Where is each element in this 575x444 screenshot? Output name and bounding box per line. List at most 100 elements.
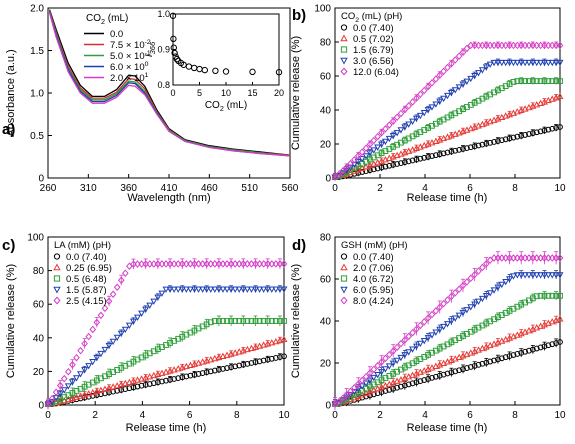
data-point <box>490 287 498 294</box>
y-tick-label: 20 <box>320 140 332 151</box>
series-0 <box>45 353 287 408</box>
x-tick-label: 8 <box>234 410 240 421</box>
data-point <box>440 67 447 76</box>
data-point <box>413 325 420 333</box>
data-point <box>498 137 505 144</box>
y-tick-label: 0 <box>38 174 44 185</box>
data-point <box>448 292 455 301</box>
data-point <box>553 292 560 299</box>
legend-marker <box>340 296 348 305</box>
data-point <box>272 286 280 293</box>
data-point <box>343 163 350 172</box>
data-point <box>513 59 521 67</box>
legend-marker <box>340 57 348 65</box>
data-point <box>146 302 154 309</box>
data-point <box>471 362 478 369</box>
x-tick-label: 2 <box>92 410 98 421</box>
data-point <box>109 290 117 299</box>
data-point <box>366 150 374 157</box>
data-point <box>162 286 170 293</box>
data-point <box>138 375 146 382</box>
data-point <box>556 92 564 99</box>
data-point <box>347 387 354 396</box>
data-point <box>448 59 455 68</box>
data-point <box>498 59 506 67</box>
data-point <box>463 365 470 371</box>
data-point <box>232 363 239 370</box>
legend-title: CO2 (mL) <box>86 13 128 26</box>
y-tick-label: 40 <box>320 106 332 117</box>
data-point <box>370 166 377 173</box>
data-point <box>498 355 505 362</box>
data-point <box>440 371 447 378</box>
legend-label: 4.0 (6.72) <box>353 274 394 285</box>
data-point <box>362 372 370 381</box>
data-point <box>393 130 401 137</box>
data-point <box>552 272 560 279</box>
data-point <box>374 144 382 151</box>
data-point <box>44 400 52 408</box>
data-point <box>97 311 105 320</box>
data-point <box>231 286 239 293</box>
data-point <box>557 78 563 85</box>
series-2 <box>45 315 287 410</box>
data-point <box>506 135 513 142</box>
data-point <box>548 59 556 67</box>
legend-label: 7.5 × 10-2 <box>110 39 151 51</box>
data-point <box>60 387 68 394</box>
data-point <box>354 380 362 388</box>
data-point <box>436 71 444 79</box>
data-point <box>260 286 268 293</box>
x-tick-label: 4 <box>422 410 428 421</box>
data-point <box>405 381 412 388</box>
data-point <box>436 326 444 334</box>
data-point <box>211 286 219 293</box>
data-point <box>482 293 490 300</box>
data-point <box>109 338 117 346</box>
legend-marker <box>53 263 61 271</box>
data-point <box>239 346 247 354</box>
data-point <box>366 369 374 377</box>
data-point <box>223 286 231 293</box>
data-point <box>138 310 146 317</box>
data-point <box>276 336 284 344</box>
data-point <box>545 342 552 349</box>
data-point <box>517 59 525 67</box>
data-point <box>486 61 494 68</box>
legend-label: 12.0 (6.04) <box>353 67 399 78</box>
data-point <box>190 360 198 367</box>
inset-y-tick-label: 0.9 <box>157 45 170 55</box>
data-point <box>235 348 243 355</box>
data-point <box>113 334 121 342</box>
data-point <box>370 147 378 154</box>
data-point <box>126 385 133 392</box>
x-tick-label: 360 <box>120 183 137 194</box>
data-point <box>366 140 374 149</box>
data-point <box>475 142 482 149</box>
legend-label: 0.5 (7.02) <box>353 34 394 45</box>
legend-marker <box>340 24 348 31</box>
data-point <box>219 352 227 359</box>
data-point <box>105 384 113 391</box>
data-point <box>142 374 150 381</box>
data-point <box>506 353 513 360</box>
y-tick-label: 80 <box>320 233 332 244</box>
data-point <box>545 292 552 299</box>
data-point <box>475 70 483 77</box>
data-point <box>397 339 405 348</box>
data-point <box>105 342 113 350</box>
data-point <box>56 391 64 398</box>
data-point <box>77 392 85 399</box>
y-tick-label: 0.5 <box>30 131 44 142</box>
data-point <box>224 318 230 324</box>
data-point <box>432 152 439 159</box>
data-point <box>397 127 405 134</box>
data-point <box>256 286 264 293</box>
data-point <box>150 371 158 379</box>
data-point <box>272 337 280 345</box>
data-point <box>335 170 343 179</box>
data-point <box>424 107 432 114</box>
data-point <box>456 367 463 374</box>
data-point <box>491 357 497 364</box>
legend-marker <box>340 286 348 294</box>
